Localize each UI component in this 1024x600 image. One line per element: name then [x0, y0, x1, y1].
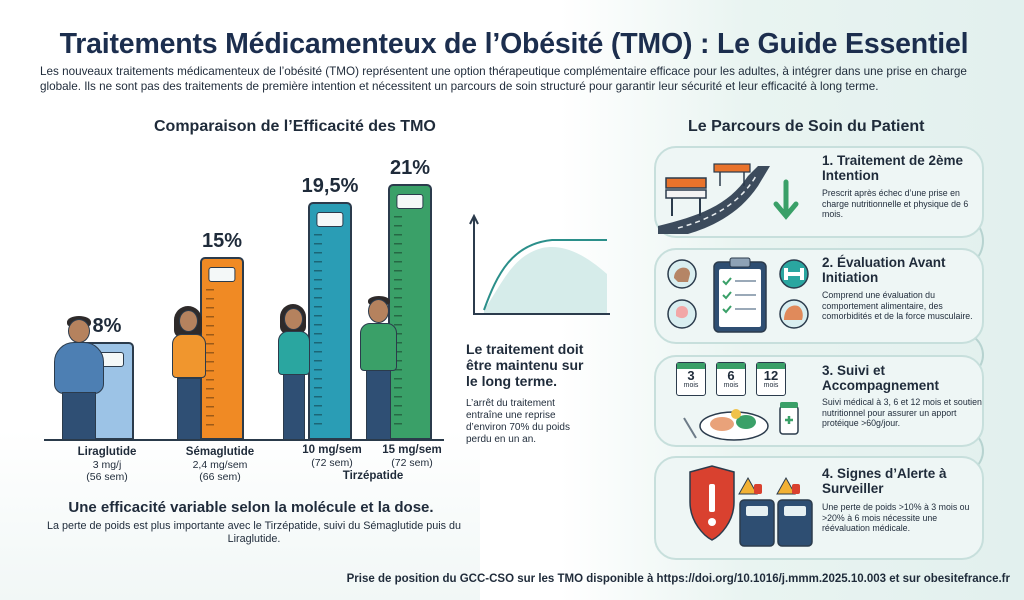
- background-wash-bottom: [0, 430, 480, 600]
- label-semaglutide-name: Sémaglutide: [185, 446, 255, 458]
- label-liraglutide: Liraglutide 3 mg/j (56 sem): [62, 446, 152, 484]
- maintenance-text: L’arrêt du traitement entraîne une repri…: [466, 398, 570, 445]
- bar-tirzepatide-10: [308, 202, 352, 440]
- footer-source: Prise de position du GCC-CSO sur les TMO…: [346, 573, 1010, 585]
- calendar-6-unit: mois: [723, 382, 739, 389]
- value-label-tirzepatide-10: 19,5%: [301, 175, 359, 198]
- clipboard-icon: [667, 257, 809, 333]
- label-tirzepatide-10: 10 mg/sem (72 sem): [292, 444, 372, 469]
- step-4-title: 4. Signes d’Alerte à Surveiller: [822, 466, 947, 496]
- label-semaglutide: Sémaglutide 2,4 mg/sem (66 sem): [170, 446, 270, 484]
- chart-baseline: [44, 439, 444, 441]
- step-3-title: 3. Suivi et Accompagnement: [822, 363, 940, 393]
- bar-semaglutide: [200, 257, 244, 440]
- calendar-12-unit: mois: [763, 382, 779, 389]
- comparison-caption-bold: Une efficacité variable selon la molécul…: [68, 499, 434, 516]
- label-tirzepatide-15-duration: (72 sem): [391, 456, 433, 469]
- comparison-caption: La perte de poids est plus importante av…: [46, 520, 462, 545]
- label-tirzepatide-15-dose: 15 mg/sem: [382, 444, 442, 456]
- label-semaglutide-dose: 2,4 mg/sem: [192, 458, 248, 471]
- calendar-12-months-icon: 12 mois: [756, 362, 786, 396]
- calendar-6-number: 6: [727, 368, 735, 383]
- label-tirzepatide-10-dose: 10 mg/sem: [302, 444, 362, 456]
- person-semaglutide: [168, 306, 212, 440]
- value-label-semaglutide: 15%: [201, 230, 243, 252]
- bar-tirzepatide-15: [388, 183, 432, 440]
- step-2-title: 2. Évaluation Avant Initiation: [822, 255, 946, 285]
- label-semaglutide-duration: (66 sem): [199, 471, 241, 483]
- step-1-title: 1. Traitement de 2ème Intention: [822, 153, 964, 183]
- label-tirzepatide-15: 15 mg/sem (72 sem): [372, 444, 452, 469]
- intro-text: Les nouveaux traitements médicamenteux d…: [40, 65, 967, 93]
- step-1-text: Prescrit après échec d’une prise en char…: [822, 188, 969, 220]
- calendar-12-number: 12: [763, 368, 779, 383]
- weight-curve-illustration: [469, 214, 610, 315]
- meal-plate-icon: [683, 402, 799, 441]
- calendar-3-unit: mois: [683, 382, 699, 389]
- calendar-6-months-icon: 6 mois: [716, 362, 746, 396]
- step-3-text: Suivi médical à 3, 6 et 12 mois et souti…: [822, 397, 982, 429]
- value-label-tirzepatide-15: 21%: [389, 156, 431, 179]
- page-title: Traitements Médicamenteux de l’Obésité (…: [59, 28, 969, 60]
- evaluation-icons: [666, 256, 816, 338]
- label-liraglutide-name: Liraglutide: [77, 446, 137, 458]
- person-tirzepatide-10: [274, 304, 316, 440]
- road-barrier-icon: [658, 163, 799, 234]
- calendar-3-number: 3: [687, 368, 695, 383]
- label-tirzepatide-10-duration: (72 sem): [311, 456, 353, 469]
- maintenance-title: Le traitement doit être maintenu sur le …: [466, 341, 584, 389]
- step-4-text: Une perte de poids >10% à 3 mois ou >20%…: [822, 502, 970, 534]
- person-tirzepatide-15: [357, 296, 401, 440]
- comparison-title: Comparaison de l’Efficacité des TMO: [154, 118, 436, 135]
- label-liraglutide-duration: (56 sem): [86, 471, 128, 483]
- followup-icons: 3 mois 6 mois 12 mois: [676, 362, 806, 442]
- alert-scales-icon: [689, 465, 813, 547]
- person-liraglutide: [50, 316, 110, 440]
- calendar-3-months-icon: 3 mois: [676, 362, 706, 396]
- label-tirzepatide-group: Tirzépatide: [342, 470, 404, 482]
- step-2-text: Comprend une évaluation du comportement …: [822, 290, 973, 322]
- pathway-title: Le Parcours de Soin du Patient: [688, 118, 925, 135]
- step-2-card: [654, 248, 984, 344]
- value-label-liraglutide: 8%: [92, 315, 122, 338]
- label-liraglutide-dose: 3 mg/j: [92, 458, 122, 471]
